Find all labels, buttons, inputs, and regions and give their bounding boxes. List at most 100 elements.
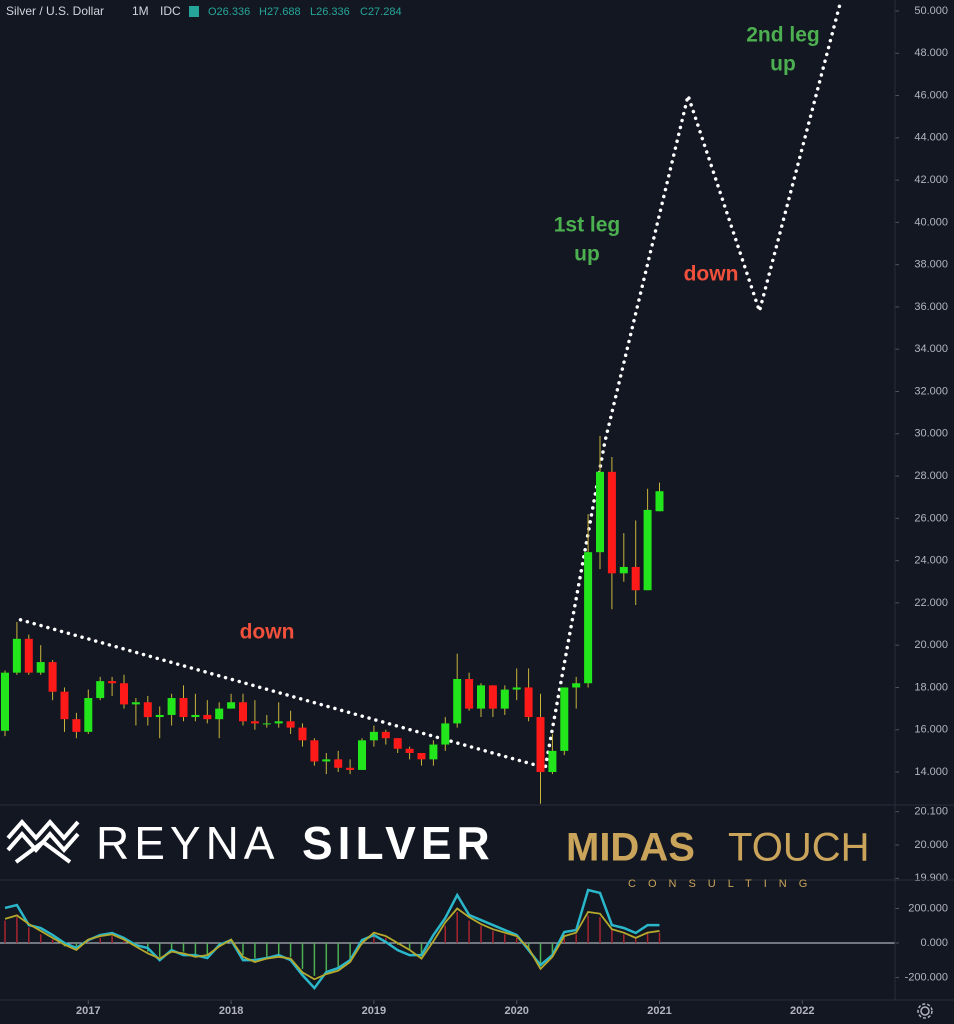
y-tick-label: 20.100 <box>914 806 948 818</box>
candle-body <box>262 723 271 725</box>
histogram-bar <box>456 911 458 944</box>
ohlc: L26.336 <box>310 6 350 18</box>
x-tick-label: 2022 <box>790 1005 814 1017</box>
y-tick-label: 40.000 <box>914 216 948 228</box>
candle-body <box>619 566 628 574</box>
histogram-bar <box>170 943 173 950</box>
y-tick-label: 42.000 <box>914 174 948 186</box>
candle-body <box>560 687 569 751</box>
candle-body <box>239 702 247 722</box>
histogram-bar <box>337 943 339 968</box>
histogram-bar <box>420 943 423 956</box>
candle-body <box>631 566 640 591</box>
y-tick-label: 14.000 <box>914 766 948 778</box>
ohlc: C27.284 <box>360 6 402 18</box>
candle-body <box>96 681 105 699</box>
histogram-bar <box>51 939 54 944</box>
histogram-bar <box>539 943 542 964</box>
histogram-bar <box>634 937 637 944</box>
y-tick-label: 200.000 <box>908 902 948 914</box>
histogram-bar <box>623 934 625 944</box>
histogram-bar <box>492 930 494 944</box>
histogram-bar <box>289 943 292 957</box>
symbol: Silver / U.S. Dollar <box>6 4 104 18</box>
logo-text: TOUCH <box>728 826 869 870</box>
histogram-bar <box>266 943 268 957</box>
histogram-bar <box>39 934 42 944</box>
candle-body <box>393 738 402 749</box>
y-tick-label: 20.000 <box>914 839 948 851</box>
candle-body <box>48 662 57 692</box>
histogram-bar <box>658 932 661 944</box>
histogram-bar <box>158 943 161 957</box>
indicator-line <box>4 888 660 991</box>
y-tick-label: 19.900 <box>914 872 948 884</box>
candle-body <box>524 687 533 718</box>
candle-body <box>155 714 164 718</box>
y-tick-label: 46.000 <box>914 89 948 101</box>
y-tick-label: 50.000 <box>914 5 948 17</box>
candle-body <box>108 681 117 684</box>
candle-body <box>12 638 21 673</box>
candle-body <box>215 708 224 720</box>
candle-body <box>572 683 581 688</box>
ohlc: H27.688 <box>259 6 301 18</box>
logo-text: REYNA <box>96 817 279 869</box>
histogram-bar <box>182 943 185 952</box>
candle-body <box>60 691 69 720</box>
histogram-bar <box>551 943 554 956</box>
y-tick-label: -200.000 <box>905 971 948 983</box>
annotation: up <box>574 243 600 266</box>
histogram-bar <box>194 943 197 956</box>
histogram-bar <box>242 943 244 956</box>
candle-body <box>512 687 521 690</box>
candle-body <box>596 471 604 553</box>
logo-text: SILVER <box>302 817 495 869</box>
annotation: 2nd leg <box>746 24 820 47</box>
candle-body <box>417 752 426 760</box>
candle-body <box>381 731 390 739</box>
histogram-bar <box>468 920 470 944</box>
annotation: down <box>240 621 295 644</box>
y-tick-label: 0.000 <box>920 937 948 949</box>
candle-body <box>36 662 45 673</box>
candle-body <box>488 685 497 709</box>
settings-icon[interactable] <box>917 1003 933 1019</box>
histogram-bar <box>373 936 375 944</box>
x-tick-label: 2020 <box>504 1005 528 1017</box>
candle-body <box>655 491 664 512</box>
candle-body <box>346 767 355 770</box>
candle-body <box>274 721 283 724</box>
histogram-bar <box>563 937 566 944</box>
annotation: 1st leg <box>554 214 621 237</box>
candle-body <box>429 744 438 760</box>
y-tick-label: 32.000 <box>914 385 948 397</box>
histogram-bar <box>16 917 18 944</box>
histogram-bar <box>515 937 518 944</box>
histogram-bar <box>408 943 411 950</box>
histogram-bar <box>28 927 30 944</box>
y-tick-label: 36.000 <box>914 301 948 313</box>
crown-icon <box>6 818 80 864</box>
candle-body <box>179 698 188 718</box>
histogram-bar <box>111 936 113 944</box>
candle-body <box>453 679 462 724</box>
trend-line <box>18 0 843 771</box>
candle-body <box>548 750 557 773</box>
candle-body <box>286 721 295 728</box>
candle-body <box>1 672 9 731</box>
indicator-line <box>4 907 660 981</box>
histogram-bar <box>527 943 530 949</box>
interval: 1M <box>132 4 149 18</box>
histogram-bar <box>611 929 613 944</box>
candle-body <box>310 740 319 762</box>
candle-body <box>250 721 259 724</box>
histogram-bar <box>385 937 387 944</box>
histogram-bar <box>444 925 447 944</box>
logo-subtext: CONSULTING <box>628 878 819 890</box>
source: IDC <box>160 4 181 18</box>
